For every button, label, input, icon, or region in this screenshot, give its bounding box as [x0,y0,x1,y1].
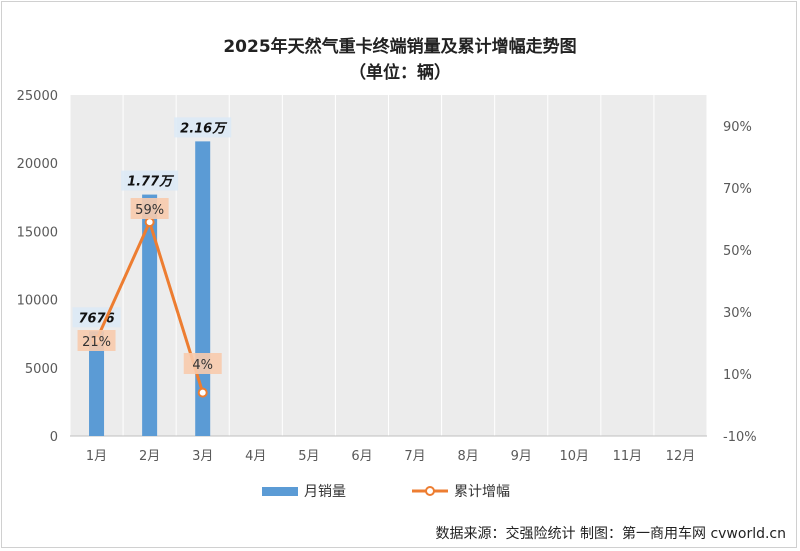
bar [142,194,158,436]
legend-line-label: 累计增幅 [454,484,510,500]
y-left-tick-label: 25000 [17,89,58,104]
legend-line-swatch [412,486,448,496]
line-data-label-text: 21% [82,335,111,350]
y-right-tick-label: 70% [723,182,752,197]
x-tick-label: 11月 [613,449,643,464]
bar-data-label-text: 2.16万 [180,121,228,136]
bar-data-label-text: 1.77万 [127,175,175,190]
x-tick-label: 12月 [666,449,696,464]
x-tick-label: 5月 [298,449,319,464]
bar-data-label-bg [174,117,232,138]
x-tick-label: 4月 [245,449,266,464]
y-right-tick-label: 30% [723,306,752,321]
x-tick-label: 3月 [192,449,213,464]
x-tick-label: 10月 [560,449,590,464]
line-data-label-bg [183,353,222,374]
x-tick-label: 7月 [404,449,425,464]
x-tick-label: 9月 [511,449,532,464]
bar [89,331,105,436]
legend-item-bar: 月销量 [262,481,346,501]
bar-data-label: 7676 [72,307,121,328]
legend: 月销量 累计增幅 [0,481,800,501]
line-data-label: 59% [130,198,169,219]
x-tick-label: 2月 [139,449,160,464]
legend-bar-label: 月销量 [304,484,346,500]
line-data-label-bg [130,198,169,219]
line-point [197,387,208,398]
x-tick-label: 6月 [351,449,372,464]
line-data-label-text: 59% [135,203,164,218]
y-right-tick-label: 90% [723,120,752,135]
bar-data-label: 2.16万 [174,117,232,138]
y-left-tick-label: 15000 [17,225,58,240]
chart-subtitle: （单位：辆） [349,63,451,83]
line-data-label-text: 4% [192,358,213,373]
bar-data-label-bg [121,170,179,191]
line-data-label-bg [77,330,116,351]
chart-title: 2025年天然气重卡终端销量及累计增幅走势图 [223,37,577,57]
legend-item-line: 累计增幅 [412,481,510,501]
x-tick-label: 8月 [457,449,478,464]
legend-bar-swatch [262,486,298,496]
y-right-tick-label: 10% [723,368,752,383]
y-left-tick-label: 5000 [25,362,58,377]
y-right-tick-label: -10% [723,430,757,445]
line-data-label: 4% [183,353,222,374]
y-left-tick-label: 0 [50,430,58,445]
line-point [144,217,155,228]
source-text: 数据来源：交强险统计 制图：第一商用车网 cvworld.cn [435,526,786,542]
bar-data-label: 1.77万 [121,170,179,191]
y-left-tick-label: 20000 [17,157,58,172]
line-data-label: 21% [77,330,116,351]
y-left-tick-label: 10000 [17,294,58,309]
y-right-tick-label: 50% [723,244,752,259]
x-tick-label: 1月 [86,449,107,464]
